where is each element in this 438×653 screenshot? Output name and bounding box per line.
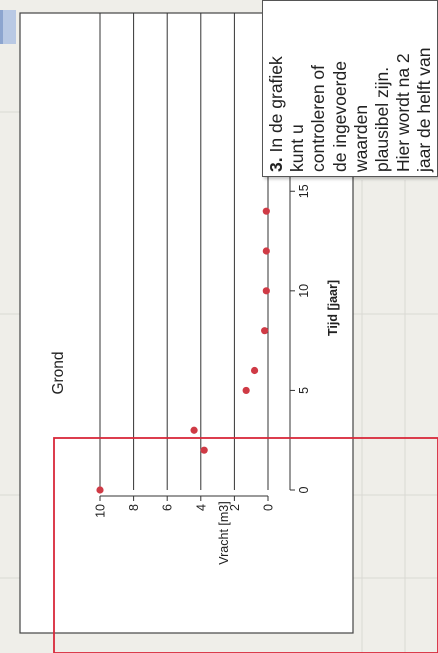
- y-tick-label: 6: [161, 504, 175, 511]
- callout-content: 3. In de grafiek kunt u controleren of d…: [263, 1, 438, 176]
- y-tick-label: 8: [127, 504, 141, 511]
- highlight-box: [53, 437, 438, 653]
- x-tick-label: 0: [297, 486, 311, 493]
- data-point: [262, 247, 270, 255]
- y-tick-label: 0: [262, 504, 276, 511]
- x-tick-label: 5: [297, 387, 311, 394]
- chart-title: Grond: [50, 351, 67, 394]
- data-point: [261, 327, 269, 335]
- data-point: [242, 386, 250, 395]
- data-point: [200, 446, 208, 454]
- data-point: [190, 426, 198, 434]
- data-point: [250, 366, 259, 375]
- x-tick-label: 15: [297, 184, 311, 198]
- data-point: [262, 207, 270, 215]
- x-axis-label: Tijd [jaar]: [326, 280, 340, 336]
- y-tick-label: 10: [94, 504, 108, 518]
- sheet-tab-strip: [0, 10, 16, 44]
- callout-box: 3. In de grafiek kunt u controleren of d…: [262, 0, 438, 177]
- y-axis-label: Vracht [m3]: [217, 501, 231, 564]
- callout-number: 3.: [266, 157, 286, 172]
- y-tick-label: 4: [194, 504, 208, 511]
- data-point: [96, 486, 104, 494]
- data-point: [262, 287, 270, 295]
- y-tick-label: 2: [228, 504, 242, 511]
- x-tick-label: 10: [297, 284, 311, 298]
- callout-text: In de grafiek kunt u controleren of de i…: [266, 47, 438, 172]
- sheet-tab-accent: [0, 10, 3, 44]
